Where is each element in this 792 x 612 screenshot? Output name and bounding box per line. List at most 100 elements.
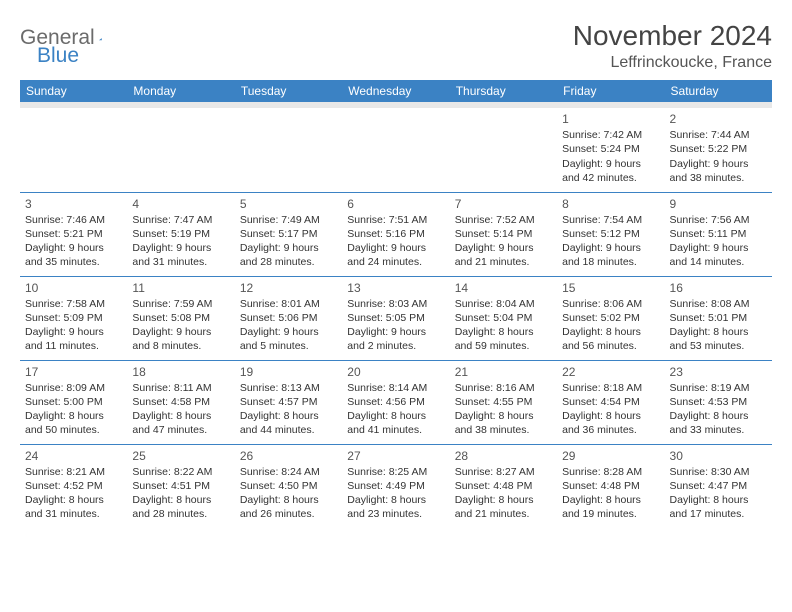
weekday-header: Monday xyxy=(127,80,234,102)
sunrise-text: Sunrise: 8:04 AM xyxy=(455,297,552,311)
calendar-table: Sunday Monday Tuesday Wednesday Thursday… xyxy=(20,80,772,528)
sunset-text: Sunset: 4:53 PM xyxy=(670,395,767,409)
day-number: 24 xyxy=(25,448,122,464)
calendar-day-cell xyxy=(450,108,557,192)
sunrise-text: Sunrise: 8:11 AM xyxy=(132,381,229,395)
day-number: 17 xyxy=(25,364,122,380)
sunset-text: Sunset: 4:51 PM xyxy=(132,479,229,493)
day-number: 30 xyxy=(670,448,767,464)
calendar-day-cell: 12Sunrise: 8:01 AMSunset: 5:06 PMDayligh… xyxy=(235,276,342,360)
daylight-text: and 35 minutes. xyxy=(25,255,122,269)
daylight-text: Daylight: 8 hours xyxy=(455,409,552,423)
daylight-text: Daylight: 8 hours xyxy=(132,493,229,507)
day-number: 3 xyxy=(25,196,122,212)
daylight-text: and 33 minutes. xyxy=(670,423,767,437)
calendar-day-cell: 22Sunrise: 8:18 AMSunset: 4:54 PMDayligh… xyxy=(557,360,664,444)
daylight-text: and 2 minutes. xyxy=(347,339,444,353)
daylight-text: and 14 minutes. xyxy=(670,255,767,269)
weekday-header: Saturday xyxy=(665,80,772,102)
day-number: 21 xyxy=(455,364,552,380)
day-number: 23 xyxy=(670,364,767,380)
day-number: 28 xyxy=(455,448,552,464)
weekday-header: Friday xyxy=(557,80,664,102)
calendar-day-cell: 10Sunrise: 7:58 AMSunset: 5:09 PMDayligh… xyxy=(20,276,127,360)
daylight-text: Daylight: 8 hours xyxy=(25,493,122,507)
calendar-day-cell xyxy=(235,108,342,192)
sunrise-text: Sunrise: 7:46 AM xyxy=(25,213,122,227)
sunrise-text: Sunrise: 8:18 AM xyxy=(562,381,659,395)
daylight-text: Daylight: 8 hours xyxy=(670,409,767,423)
calendar-week-row: 24Sunrise: 8:21 AMSunset: 4:52 PMDayligh… xyxy=(20,444,772,528)
calendar-day-cell: 19Sunrise: 8:13 AMSunset: 4:57 PMDayligh… xyxy=(235,360,342,444)
calendar-body: 1Sunrise: 7:42 AMSunset: 5:24 PMDaylight… xyxy=(20,102,772,528)
calendar-day-cell: 25Sunrise: 8:22 AMSunset: 4:51 PMDayligh… xyxy=(127,444,234,528)
calendar-page: General November 2024 Leffrinckoucke, Fr… xyxy=(0,0,792,538)
sunrise-text: Sunrise: 8:03 AM xyxy=(347,297,444,311)
sunrise-text: Sunrise: 8:28 AM xyxy=(562,465,659,479)
calendar-day-cell: 29Sunrise: 8:28 AMSunset: 4:48 PMDayligh… xyxy=(557,444,664,528)
daylight-text: and 17 minutes. xyxy=(670,507,767,521)
calendar-day-cell: 7Sunrise: 7:52 AMSunset: 5:14 PMDaylight… xyxy=(450,192,557,276)
sunrise-text: Sunrise: 7:59 AM xyxy=(132,297,229,311)
calendar-day-cell: 5Sunrise: 7:49 AMSunset: 5:17 PMDaylight… xyxy=(235,192,342,276)
day-number: 20 xyxy=(347,364,444,380)
sunset-text: Sunset: 5:14 PM xyxy=(455,227,552,241)
sunset-text: Sunset: 5:08 PM xyxy=(132,311,229,325)
calendar-day-cell: 17Sunrise: 8:09 AMSunset: 5:00 PMDayligh… xyxy=(20,360,127,444)
weekday-header: Thursday xyxy=(450,80,557,102)
sunrise-text: Sunrise: 8:06 AM xyxy=(562,297,659,311)
daylight-text: Daylight: 9 hours xyxy=(132,241,229,255)
day-number: 26 xyxy=(240,448,337,464)
daylight-text: Daylight: 9 hours xyxy=(670,241,767,255)
daylight-text: Daylight: 9 hours xyxy=(562,157,659,171)
calendar-day-cell: 2Sunrise: 7:44 AMSunset: 5:22 PMDaylight… xyxy=(665,108,772,192)
calendar-day-cell: 27Sunrise: 8:25 AMSunset: 4:49 PMDayligh… xyxy=(342,444,449,528)
daylight-text: and 56 minutes. xyxy=(562,339,659,353)
daylight-text: and 11 minutes. xyxy=(25,339,122,353)
daylight-text: and 8 minutes. xyxy=(132,339,229,353)
day-number: 22 xyxy=(562,364,659,380)
day-number: 19 xyxy=(240,364,337,380)
calendar-day-cell: 1Sunrise: 7:42 AMSunset: 5:24 PMDaylight… xyxy=(557,108,664,192)
day-number: 11 xyxy=(132,280,229,296)
daylight-text: and 38 minutes. xyxy=(670,171,767,185)
calendar-day-cell: 14Sunrise: 8:04 AMSunset: 5:04 PMDayligh… xyxy=(450,276,557,360)
sunset-text: Sunset: 5:04 PM xyxy=(455,311,552,325)
daylight-text: Daylight: 8 hours xyxy=(562,409,659,423)
sunset-text: Sunset: 4:48 PM xyxy=(455,479,552,493)
calendar-day-cell: 9Sunrise: 7:56 AMSunset: 5:11 PMDaylight… xyxy=(665,192,772,276)
sunset-text: Sunset: 5:06 PM xyxy=(240,311,337,325)
daylight-text: Daylight: 9 hours xyxy=(562,241,659,255)
calendar-day-cell: 18Sunrise: 8:11 AMSunset: 4:58 PMDayligh… xyxy=(127,360,234,444)
daylight-text: Daylight: 8 hours xyxy=(562,493,659,507)
sunset-text: Sunset: 4:58 PM xyxy=(132,395,229,409)
daylight-text: Daylight: 8 hours xyxy=(670,493,767,507)
daylight-text: and 38 minutes. xyxy=(455,423,552,437)
calendar-day-cell: 3Sunrise: 7:46 AMSunset: 5:21 PMDaylight… xyxy=(20,192,127,276)
location: Leffrinckoucke, France xyxy=(573,54,772,72)
weekday-header: Wednesday xyxy=(342,80,449,102)
sunset-text: Sunset: 4:57 PM xyxy=(240,395,337,409)
sunset-text: Sunset: 4:52 PM xyxy=(25,479,122,493)
daylight-text: and 41 minutes. xyxy=(347,423,444,437)
sunrise-text: Sunrise: 7:42 AM xyxy=(562,128,659,142)
daylight-text: Daylight: 8 hours xyxy=(455,493,552,507)
sunrise-text: Sunrise: 7:49 AM xyxy=(240,213,337,227)
sunset-text: Sunset: 5:21 PM xyxy=(25,227,122,241)
day-number: 1 xyxy=(562,111,659,127)
daylight-text: and 21 minutes. xyxy=(455,255,552,269)
daylight-text: and 19 minutes. xyxy=(562,507,659,521)
calendar-day-cell: 24Sunrise: 8:21 AMSunset: 4:52 PMDayligh… xyxy=(20,444,127,528)
sunrise-text: Sunrise: 8:21 AM xyxy=(25,465,122,479)
sunset-text: Sunset: 5:12 PM xyxy=(562,227,659,241)
daylight-text: and 31 minutes. xyxy=(132,255,229,269)
calendar-week-row: 10Sunrise: 7:58 AMSunset: 5:09 PMDayligh… xyxy=(20,276,772,360)
sunrise-text: Sunrise: 8:24 AM xyxy=(240,465,337,479)
sunset-text: Sunset: 5:24 PM xyxy=(562,142,659,156)
calendar-day-cell: 11Sunrise: 7:59 AMSunset: 5:08 PMDayligh… xyxy=(127,276,234,360)
daylight-text: Daylight: 8 hours xyxy=(562,325,659,339)
sunrise-text: Sunrise: 8:14 AM xyxy=(347,381,444,395)
daylight-text: and 24 minutes. xyxy=(347,255,444,269)
daylight-text: and 50 minutes. xyxy=(25,423,122,437)
day-number: 27 xyxy=(347,448,444,464)
